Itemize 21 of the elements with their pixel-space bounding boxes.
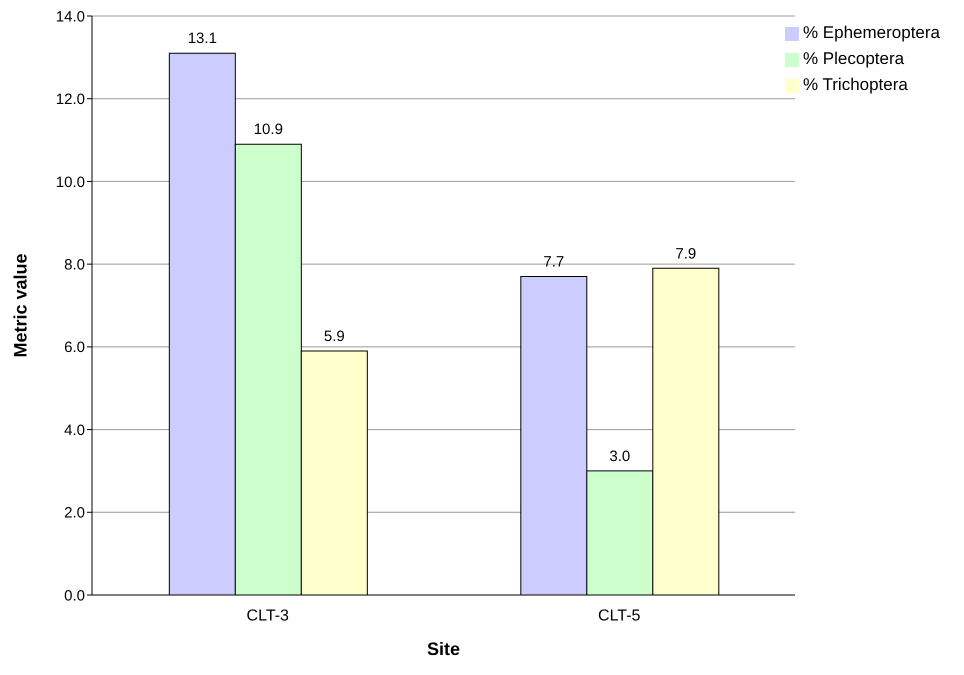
x-tick-label: CLT-3 <box>246 607 290 624</box>
y-tick-label: 14.0 <box>56 8 85 26</box>
y-tick-label: 8.0 <box>64 256 85 274</box>
y-tick-label: 4.0 <box>64 422 85 439</box>
data-label: 7.7 <box>543 254 564 271</box>
x-axis-title: Site <box>426 639 460 659</box>
legend-label: % Plecoptera <box>802 49 904 68</box>
data-label: 5.9 <box>324 328 345 345</box>
data-label: 13.1 <box>188 30 217 48</box>
y-axis-title: Metric value <box>10 253 30 358</box>
y-tick-label: 10.0 <box>56 174 85 191</box>
legend-label: % Trichoptera <box>802 75 908 94</box>
y-tick-label: 0.0 <box>64 587 85 604</box>
y-tick-label: 12.0 <box>56 91 85 108</box>
legend-label: % Ephemeroptera <box>802 23 940 42</box>
data-label: 7.9 <box>675 245 696 262</box>
y-tick-label: 2.0 <box>64 504 85 522</box>
data-label: 10.9 <box>254 121 283 138</box>
data-label: 3.0 <box>609 448 630 465</box>
x-tick-label: CLT-5 <box>598 607 641 624</box>
y-tick-label: 6.0 <box>64 339 85 356</box>
